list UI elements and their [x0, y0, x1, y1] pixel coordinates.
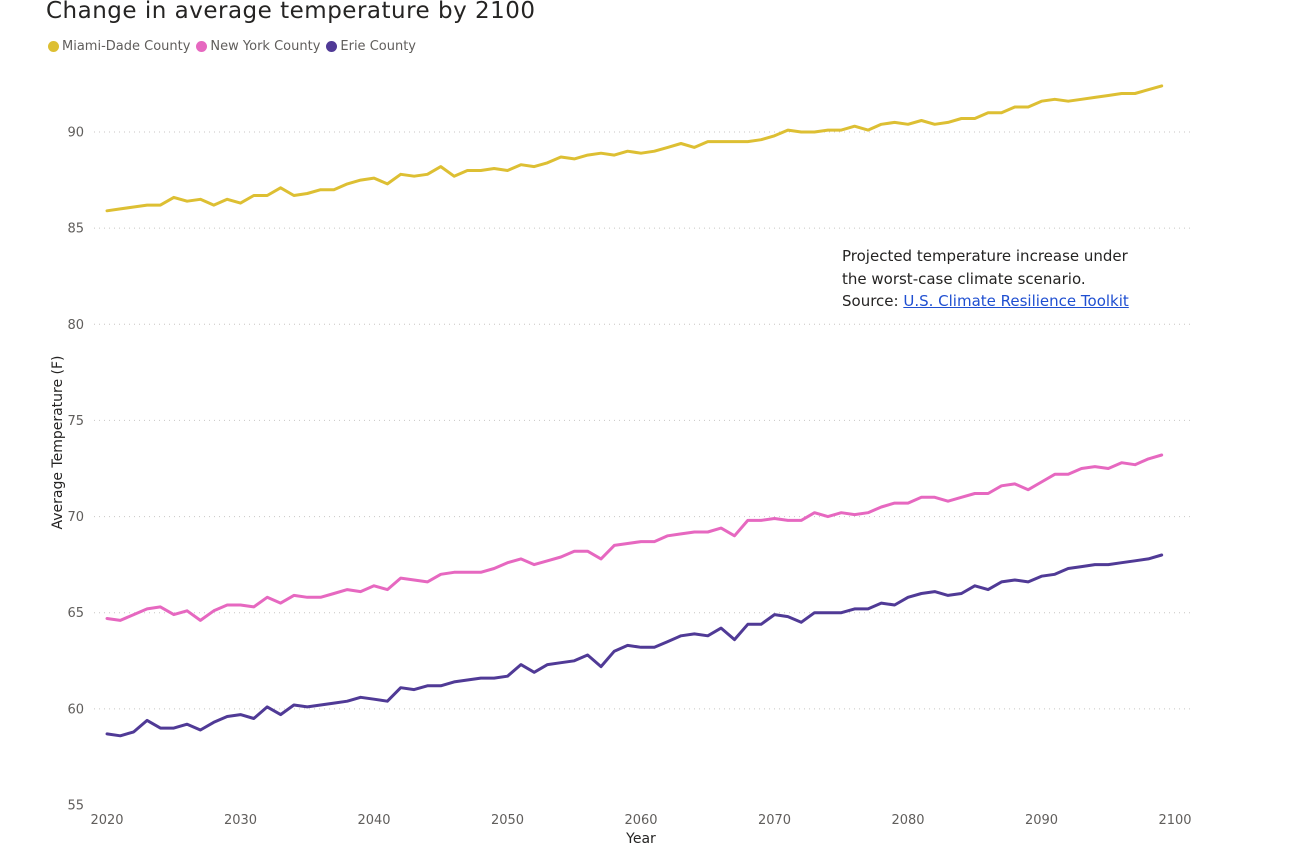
x-tick-label-2080: 2080 [891, 813, 924, 828]
x-tick-label-2090: 2090 [1025, 813, 1058, 828]
series-line-new-york-county [105, 453, 1164, 622]
x-tick-label-2070: 2070 [758, 813, 791, 828]
x-tick-label-2060: 2060 [624, 813, 657, 828]
x-tick-label-2030: 2030 [224, 813, 257, 828]
chart-annotation: Projected temperature increase under the… [842, 245, 1129, 313]
series-line-miami-dade-county [105, 84, 1164, 213]
legend-label-erie: Erie County [340, 39, 416, 54]
legend-label-miami-dade: Miami-Dade County [62, 39, 191, 54]
y-tick-label-80: 80 [67, 318, 84, 333]
annotation-source: Source: U.S. Climate Resilience Toolkit [842, 290, 1129, 313]
y-tick-label-65: 65 [67, 606, 84, 621]
chart-title: Change in average temperature by 2100 [46, 0, 536, 24]
x-tick-label-2050: 2050 [491, 813, 524, 828]
legend-swatch-miami-dade [48, 41, 59, 52]
y-tick-label-55: 55 [67, 799, 84, 814]
x-tick-label-2100: 2100 [1158, 813, 1191, 828]
y-axis-title: Average Temperature (F) [50, 355, 66, 529]
legend: Miami-Dade County New York County Erie C… [48, 39, 422, 54]
legend-item-new-york[interactable]: New York County [196, 39, 320, 54]
y-tick-label-75: 75 [67, 414, 84, 429]
legend-item-miami-dade[interactable]: Miami-Dade County [48, 39, 190, 54]
y-tick-label-85: 85 [67, 222, 84, 237]
x-tick-label-2020: 2020 [90, 813, 123, 828]
y-tick-label-90: 90 [67, 126, 84, 141]
x-tick-label-2040: 2040 [357, 813, 390, 828]
y-tick-label-70: 70 [67, 510, 84, 525]
source-link[interactable]: U.S. Climate Resilience Toolkit [903, 292, 1129, 310]
series-line-erie-county [105, 553, 1164, 738]
legend-swatch-new-york [196, 41, 208, 52]
legend-item-erie[interactable]: Erie County [326, 39, 416, 54]
legend-label-new-york: New York County [210, 39, 321, 54]
annotation-line-1: Projected temperature increase under [842, 247, 1128, 265]
annotation-line-2: the worst-case climate scenario. [842, 269, 1086, 288]
y-tick-label-60: 60 [67, 702, 84, 717]
legend-swatch-erie [326, 41, 338, 52]
x-axis-title: Year [625, 831, 656, 847]
annotation-source-prefix: Source: [842, 292, 904, 310]
